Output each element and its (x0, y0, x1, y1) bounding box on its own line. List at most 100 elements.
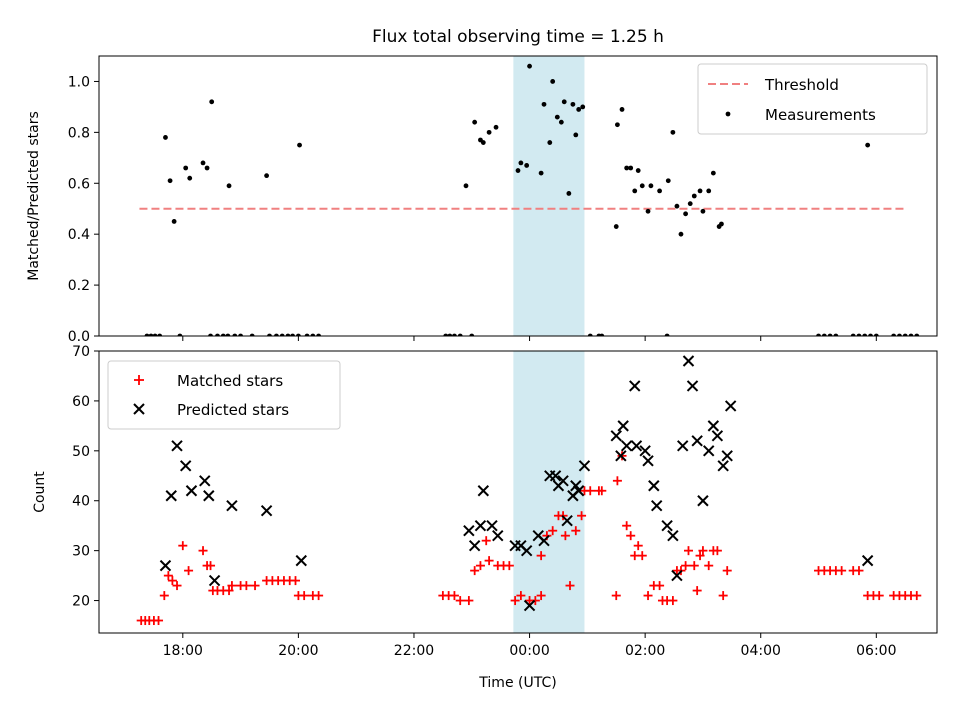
predicted-point (686, 380, 699, 392)
predicted-point (724, 400, 737, 412)
predicted-point (520, 544, 533, 557)
predicted-point-b (630, 440, 643, 452)
predicted-point-b (711, 430, 724, 442)
matched-point (163, 571, 173, 581)
predicted-point (538, 534, 550, 547)
matched-point (184, 566, 194, 576)
predicted-point-b (671, 569, 683, 582)
measurement-point (285, 333, 291, 336)
measurement-point (480, 140, 486, 145)
predicted-point-b (561, 514, 573, 527)
matched-point (718, 591, 728, 601)
measurement-point (524, 163, 530, 168)
predicted-point-b (661, 519, 673, 532)
predicted-point (295, 554, 307, 567)
y-tick-label: 50 (72, 444, 90, 460)
axes-frame (98, 350, 938, 634)
matched-point (698, 546, 708, 556)
predicted-point (650, 500, 663, 512)
predicted-point (682, 355, 695, 367)
measurement-point (856, 333, 862, 336)
measurement-point (628, 165, 634, 171)
predicted-point (203, 490, 215, 502)
predicted-point-b (648, 480, 660, 492)
predicted-point-b (717, 460, 729, 472)
matched-point (612, 476, 622, 486)
matched-point (565, 581, 575, 591)
predicted-point (463, 524, 475, 537)
x-tick-label: 00:00 (509, 643, 549, 659)
predicted-point (165, 490, 177, 502)
measurement-point (208, 333, 213, 336)
y-tick-label: 60 (72, 394, 90, 410)
predicted-point-b (686, 380, 699, 392)
predicted-point-b (677, 440, 689, 452)
matched-point (560, 531, 570, 541)
measurement-point (670, 129, 676, 135)
predicted-point-b (515, 539, 527, 552)
y-tick-label: 30 (72, 544, 90, 560)
measurement-point (865, 142, 871, 148)
predicted-point (185, 485, 198, 497)
matched-point (695, 551, 705, 561)
predicted-point (697, 495, 709, 507)
measurement-point (573, 132, 579, 138)
predicted-point (717, 460, 729, 472)
predicted-point-b (703, 445, 715, 457)
matched-point (633, 541, 643, 551)
measurement-point (576, 107, 582, 112)
matched-point (481, 536, 491, 546)
predicted-point (703, 445, 715, 457)
series-matched-stars (136, 451, 922, 626)
predicted-point-b (572, 485, 585, 497)
matched-point (455, 596, 465, 606)
y-axis-label: Count (32, 471, 48, 513)
matched-point (159, 591, 169, 601)
predicted-point (549, 470, 562, 482)
measurement-point (171, 219, 177, 224)
predicted-point (861, 554, 874, 567)
predicted-point (671, 569, 683, 582)
matched-point (536, 591, 546, 601)
matched-point (597, 486, 607, 496)
figure-title: Flux total observing time = 1.25 h (372, 27, 664, 47)
matched-point (683, 546, 693, 556)
legend-box (697, 63, 928, 135)
measurement-point (527, 63, 532, 69)
measurement-point (868, 333, 873, 336)
predicted-point-b (171, 440, 183, 452)
matched-point (530, 596, 540, 606)
predicted-point (629, 380, 641, 392)
predicted-point-b (615, 450, 627, 462)
measurement-point (550, 79, 556, 84)
matched-point (172, 581, 182, 591)
predicted-point (486, 519, 498, 532)
legend-box (107, 360, 341, 430)
axes-frame (98, 55, 938, 337)
measurement-point (697, 188, 703, 194)
measurement-point (719, 221, 724, 227)
matched-point (504, 561, 514, 571)
y-tick-label: 0.6 (68, 176, 90, 192)
predicted-point (711, 430, 724, 442)
y-tick-label: 0.8 (68, 125, 90, 141)
predicted-point-b (667, 529, 679, 542)
matched-point (178, 541, 188, 551)
x-tick-label: 18:00 (163, 643, 203, 659)
measurement-point (220, 333, 226, 336)
measurement-point (558, 119, 564, 125)
measurement-point (144, 333, 150, 336)
measurement-point (639, 183, 645, 189)
measurement-point (833, 333, 839, 336)
predicted-point (468, 539, 481, 552)
measurement-point (710, 170, 716, 176)
measurement-point (674, 203, 680, 209)
measurement-point (632, 188, 638, 194)
measurement-point (183, 165, 189, 171)
measurement-point (538, 170, 544, 176)
predicted-point-b (707, 420, 720, 432)
measurement-point (226, 183, 232, 189)
measurement-point (204, 165, 210, 171)
measurement-point (580, 104, 586, 110)
matched-point (516, 591, 526, 601)
